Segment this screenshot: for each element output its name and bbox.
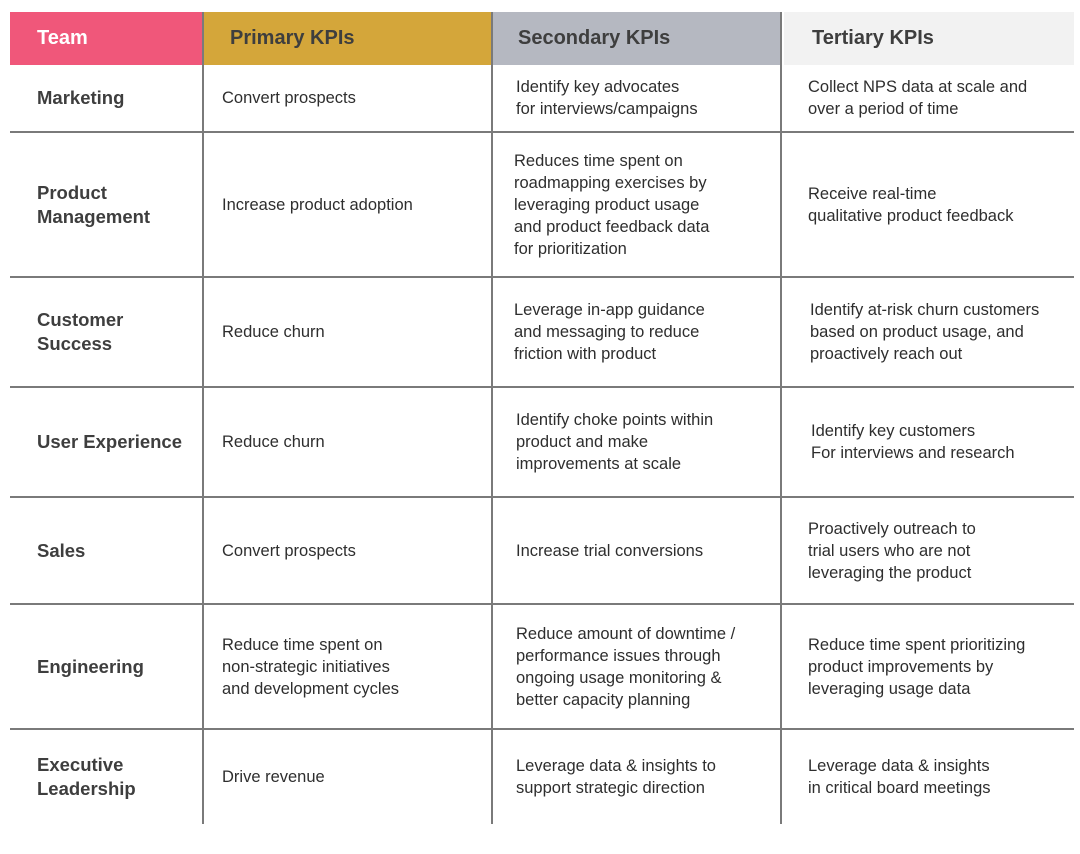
table-row-team: Executive Leadership <box>10 730 203 824</box>
primary-kpi-cell: Reduce churn <box>205 278 491 386</box>
primary-kpi-cell: Reduce churn <box>205 388 491 496</box>
secondary-kpi-cell: Identify key advocates for interviews/ca… <box>495 65 781 131</box>
team-name: User Experience <box>37 431 183 452</box>
table-row-team: Engineering <box>10 605 203 728</box>
tertiary-kpi-cell: Leverage data & insights in critical boa… <box>784 730 1074 824</box>
header-secondary-label: Secondary KPIs <box>518 27 671 49</box>
table-row-team: User Experience <box>10 388 203 496</box>
grid-vline-1 <box>202 12 204 824</box>
primary-kpi-text: Reduce churn <box>222 323 325 341</box>
primary-kpi-text: Reduce churn <box>222 433 325 451</box>
secondary-kpi-text: Identify choke points within product and… <box>516 411 714 473</box>
tertiary-kpi-cell: Reduce time spent prioritizing product i… <box>784 605 1074 728</box>
primary-kpi-cell: Drive revenue <box>205 730 491 824</box>
primary-kpi-cell: Convert prospects <box>205 65 491 131</box>
grid-hline-6 <box>10 728 1074 730</box>
secondary-kpi-text: Leverage in-app guidance and messaging t… <box>514 301 705 363</box>
header-tertiary-kpis: Tertiary KPIs <box>784 12 1074 65</box>
grid-vline-2 <box>491 12 493 824</box>
secondary-kpi-cell: Reduce amount of downtime / performance … <box>495 605 781 728</box>
header-secondary-kpis: Secondary KPIs <box>493 12 780 65</box>
tertiary-kpi-cell: Identify at-risk churn customers based o… <box>784 278 1074 386</box>
team-name: Executive Leadership <box>37 754 136 799</box>
grid-hline-3 <box>10 386 1074 388</box>
grid-hline-5 <box>10 603 1074 605</box>
secondary-kpi-text: Leverage data & insights to support stra… <box>516 757 716 797</box>
grid-hline-4 <box>10 496 1074 498</box>
secondary-kpi-text: Reduce amount of downtime / performance … <box>516 624 736 709</box>
table-row-team: Sales <box>10 498 203 603</box>
primary-kpi-cell: Reduce time spent on non-strategic initi… <box>205 605 491 728</box>
team-name: Sales <box>37 539 86 561</box>
secondary-kpi-text: Increase trial conversions <box>516 541 704 560</box>
team-name: Engineering <box>37 655 144 677</box>
tertiary-kpi-text: Collect NPS data at scale and over a per… <box>808 78 1028 118</box>
header-tertiary-label: Tertiary KPIs <box>812 27 934 49</box>
tertiary-kpi-text: Identify key customers For interviews an… <box>811 422 1015 462</box>
tertiary-kpi-text: Identify at-risk churn customers based o… <box>810 301 1040 363</box>
secondary-kpi-cell: Leverage data & insights to support stra… <box>495 730 781 824</box>
table-row-team: Marketing <box>10 65 203 131</box>
header-primary-kpis: Primary KPIs <box>203 12 492 65</box>
tertiary-kpi-cell: Collect NPS data at scale and over a per… <box>784 65 1074 131</box>
secondary-kpi-cell: Increase trial conversions <box>495 498 781 603</box>
header-team-label: Team <box>37 27 88 49</box>
secondary-kpi-cell: Reduces time spent on roadmapping exerci… <box>495 133 781 276</box>
tertiary-kpi-cell: Proactively outreach to trial users who … <box>784 498 1074 603</box>
table-row-team: Product Management <box>10 133 203 276</box>
tertiary-kpi-text: Leverage data & insights in critical boa… <box>808 757 991 797</box>
secondary-kpi-text: Identify key advocates for interviews/ca… <box>516 78 698 118</box>
grid-hline-1 <box>10 131 1074 133</box>
primary-kpi-cell: Convert prospects <box>205 498 491 603</box>
secondary-kpi-text: Reduces time spent on roadmapping exerci… <box>514 151 710 258</box>
tertiary-kpi-text: Receive real-time qualitative product fe… <box>808 184 1014 225</box>
team-name: Marketing <box>37 87 125 108</box>
primary-kpi-text: Drive revenue <box>222 768 325 786</box>
table-row-team: Customer Success <box>10 278 203 386</box>
primary-kpi-cell: Increase product adoption <box>205 133 491 276</box>
grid-hline-2 <box>10 276 1074 278</box>
team-name: Product Management <box>37 181 151 227</box>
team-name: Customer Success <box>37 309 124 354</box>
header-team: Team <box>10 12 203 65</box>
secondary-kpi-cell: Identify choke points within product and… <box>495 388 781 496</box>
tertiary-kpi-cell: Identify key customers For interviews an… <box>784 388 1074 496</box>
tertiary-kpi-text: Proactively outreach to trial users who … <box>808 519 976 582</box>
grid-vline-3 <box>780 12 782 824</box>
tertiary-kpi-text: Reduce time spent prioritizing product i… <box>808 635 1026 698</box>
tertiary-kpi-cell: Receive real-time qualitative product fe… <box>784 133 1074 276</box>
primary-kpi-text: Reduce time spent on non-strategic initi… <box>222 635 400 698</box>
primary-kpi-text: Convert prospects <box>222 541 356 560</box>
secondary-kpi-cell: Leverage in-app guidance and messaging t… <box>495 278 781 386</box>
primary-kpi-text: Convert prospects <box>222 89 356 107</box>
primary-kpi-text: Increase product adoption <box>222 195 413 214</box>
header-primary-label: Primary KPIs <box>230 27 355 49</box>
